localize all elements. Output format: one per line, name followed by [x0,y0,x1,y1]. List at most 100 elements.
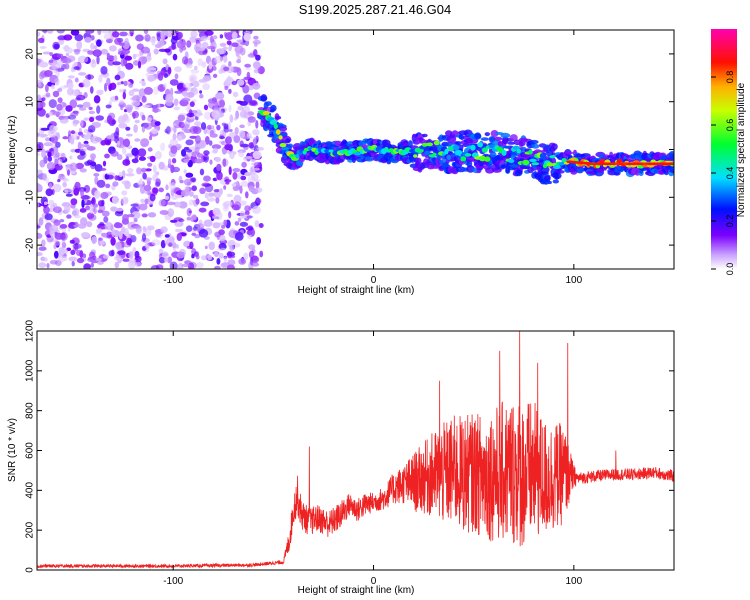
noise-blob [239,140,244,147]
noise-blob [70,30,80,36]
noise-blob [110,150,119,157]
noise-blob [43,142,53,147]
snr-y-tick-label: 1000 [25,359,36,382]
noise-blob [126,237,133,246]
ridge-core [531,162,540,166]
noise-blob [214,55,222,64]
noise-blob [75,162,84,170]
noise-blob [202,83,210,91]
noise-blob [110,237,116,246]
noise-blob [112,181,119,187]
noise-blob [176,82,184,90]
noise-blob [173,125,177,134]
ridge-core [262,111,270,116]
ridge-core [479,155,486,162]
noise-blob [94,137,102,142]
noise-blob [79,250,84,259]
noise-blob [132,88,140,92]
noise-blob [108,250,115,257]
noise-blob [85,205,91,211]
noise-blob [232,151,237,155]
noise-blob [191,253,195,259]
noise-blob [114,261,120,269]
noise-blob [199,168,205,176]
noise-blob [117,50,125,56]
ridge-core [470,144,476,151]
noise-blob [106,115,113,124]
noise-blob [59,224,68,229]
noise-blob [200,35,208,42]
noise-blob [252,167,260,171]
noise-blob [178,201,188,209]
noise-blob [99,240,105,246]
noise-blob [104,153,110,159]
noise-blob [201,61,207,68]
noise-blob [156,32,161,42]
noise-blob [181,97,191,102]
noise-blob [162,165,169,171]
ridge-core [558,162,566,166]
ridge-core [302,150,307,155]
noise-blob [99,221,105,226]
noise-blob [178,121,185,129]
noise-blob [53,219,61,226]
snr-x-tick-label: -100 [163,576,183,587]
noise-blob [37,252,43,257]
noise-blob [164,234,170,238]
noise-blob [172,53,178,61]
noise-blob [90,153,96,160]
noise-blob [117,250,126,255]
spectrogram-x-tick-label: 0 [371,275,377,286]
noise-blob [39,46,47,49]
noise-blob [111,195,119,205]
noise-blob [112,31,120,38]
noise-blob [66,87,74,96]
noise-blob [38,71,45,80]
noise-blob [216,171,223,181]
noise-blob [93,95,101,104]
noise-blob [239,210,245,219]
noise-blob [138,184,144,188]
noise-blob [131,211,141,220]
noise-blob [131,100,141,107]
noise-blob [125,62,134,70]
noise-blob [219,42,227,47]
noise-blob [222,205,230,212]
noise-blob [87,129,94,133]
noise-blob [101,232,107,237]
noise-blob [176,40,185,49]
colorbar-tick-label: 0.0 [725,263,735,276]
noise-blob [191,151,197,157]
noise-blob [185,149,193,153]
noise-blob [197,30,206,34]
noise-blob [121,196,129,205]
noise-blob [158,257,166,264]
ridge-core [273,123,278,130]
noise-blob [203,156,208,161]
noise-blob [124,37,129,45]
noise-blob [190,68,200,74]
noise-blob [219,243,223,249]
noise-blob [204,245,208,250]
noise-blob [121,190,128,196]
noise-blob [178,218,185,223]
noise-blob [37,202,40,208]
ridge-core [553,164,561,170]
noise-blob [229,114,234,123]
noise-blob [203,219,213,227]
noise-blob [61,176,67,181]
ridge-halo [547,180,552,185]
noise-blob [219,234,226,242]
noise-blob [158,248,164,254]
noise-blob [149,155,156,163]
ridge-core [328,149,334,153]
spectrogram-y-tick-label: 0 [25,146,36,152]
noise-blob [42,51,51,55]
noise-blob [147,74,156,82]
noise-blob [221,122,226,126]
noise-blob [229,244,235,251]
noise-blob [49,260,58,265]
noise-blob [174,228,184,233]
noise-blob [62,57,72,64]
